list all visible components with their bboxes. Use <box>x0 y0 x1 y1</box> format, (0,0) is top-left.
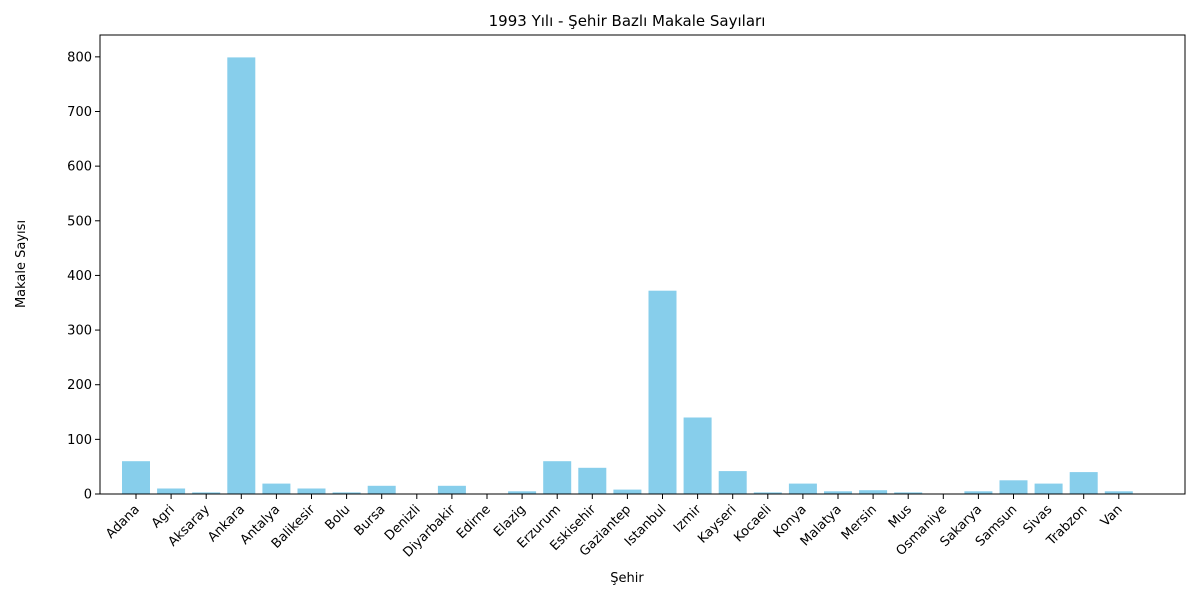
y-tick-label: 300 <box>67 324 92 339</box>
bar-balikesir <box>297 488 326 494</box>
x-tick-label: Kocaeli <box>731 502 774 545</box>
y-axis-ticks: 0 100 200 300 400 500 600 700 800 <box>67 50 100 503</box>
y-tick-label: 500 <box>67 214 92 229</box>
y-tick-label: 400 <box>67 269 92 284</box>
bar-sivas <box>1034 483 1063 494</box>
x-axis-label: Şehir <box>610 571 644 586</box>
bar-eskisehir <box>578 467 607 494</box>
chart-title: 1993 Yılı - Şehir Bazlı Makale Sayıları <box>489 12 766 30</box>
bar-trabzon <box>1069 472 1098 494</box>
x-tick-label: Adana <box>103 502 143 542</box>
plot-frame <box>99 34 1186 495</box>
y-axis-label: Makale Sayısı <box>14 220 29 308</box>
bar-mus <box>894 492 923 494</box>
bar-antalya <box>262 483 291 494</box>
x-tick-label: Edirne <box>454 502 494 542</box>
bar-ankara <box>227 57 256 495</box>
bar-sakarya <box>964 491 993 494</box>
bar-istanbul <box>648 290 677 494</box>
bar-agri <box>157 488 186 494</box>
bar-bursa <box>367 485 396 494</box>
y-tick-label: 200 <box>67 378 92 393</box>
y-tick-label: 100 <box>67 433 92 448</box>
bar-elazig <box>508 491 537 494</box>
bar-malatya <box>824 491 852 494</box>
x-tick-label: Kayseri <box>695 502 739 546</box>
y-tick-label: 700 <box>67 105 92 120</box>
bar-gaziantep <box>613 489 642 494</box>
bar-konya <box>788 483 817 494</box>
x-tick-label: Bolu <box>323 502 354 533</box>
bar-erzurum <box>543 461 572 494</box>
bar-kocaeli <box>753 492 782 494</box>
bar-samsun <box>999 480 1028 494</box>
bar-adana <box>122 461 150 494</box>
bar-izmir <box>683 417 712 494</box>
x-tick-label: Mus <box>886 502 915 531</box>
bar-aksaray <box>192 492 221 494</box>
y-tick-label: 800 <box>67 50 92 65</box>
x-tick-label: Van <box>1098 502 1126 530</box>
y-tick-label: 600 <box>67 160 92 175</box>
bar-mersin <box>859 490 888 494</box>
x-tick-label: Mersin <box>839 502 880 543</box>
bars-group <box>122 57 1133 495</box>
y-tick-label: 0 <box>84 488 92 503</box>
bar-diyarbakir <box>437 485 466 494</box>
bar-van <box>1104 491 1133 494</box>
bar-kayseri <box>718 471 747 494</box>
x-tick-label: Agri <box>149 502 178 531</box>
bar-bolu <box>332 492 361 494</box>
